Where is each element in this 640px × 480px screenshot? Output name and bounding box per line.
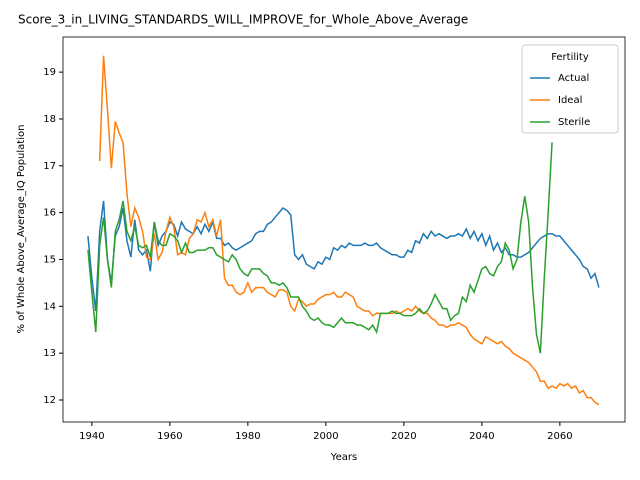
y-tick-label: 19 bbox=[43, 67, 56, 78]
line-series bbox=[87, 142, 553, 354]
x-axis-label: Years bbox=[330, 452, 357, 463]
y-tick-label: 12 bbox=[43, 395, 56, 406]
line-series bbox=[98, 55, 600, 406]
legend-label: Ideal bbox=[558, 95, 582, 106]
legend-label: Sterile bbox=[558, 117, 590, 128]
y-tick-label: 18 bbox=[43, 114, 56, 125]
plot-frame bbox=[62, 36, 626, 423]
x-tick-label: 2020 bbox=[391, 431, 416, 442]
x-tick-label: 2060 bbox=[547, 431, 572, 442]
x-tick-label: 2000 bbox=[313, 431, 338, 442]
chart-title: Score_3_in_LIVING_STANDARDS_WILL_IMPROVE… bbox=[18, 13, 468, 27]
legend-title: Fertility bbox=[551, 52, 589, 63]
y-tick-label: 15 bbox=[43, 254, 56, 265]
y-tick-label: 16 bbox=[43, 208, 56, 219]
y-axis-label: % of Whole Above_Average_IQ Population bbox=[16, 125, 27, 334]
y-tick-label: 17 bbox=[43, 161, 56, 172]
y-tick-label: 13 bbox=[43, 348, 56, 359]
y-tick-label: 14 bbox=[43, 301, 56, 312]
legend-label: Actual bbox=[558, 73, 589, 84]
legend-box bbox=[521, 44, 619, 134]
x-tick-label: 1980 bbox=[235, 431, 260, 442]
x-tick-label: 1960 bbox=[157, 431, 182, 442]
x-tick-label: 1940 bbox=[79, 431, 104, 442]
x-tick-label: 2040 bbox=[469, 431, 494, 442]
